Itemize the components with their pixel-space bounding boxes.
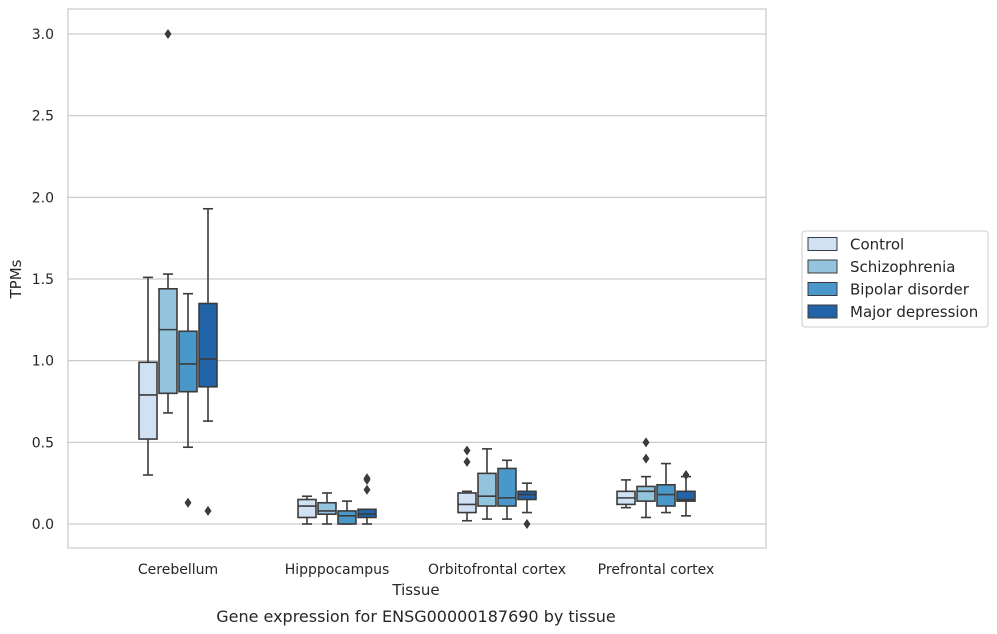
y-gridlines <box>68 33 766 525</box>
x-tick-label: Prefrontal cortex <box>598 562 715 578</box>
box-1-3 <box>357 473 377 525</box>
y-tick-labels: 0.0 0.5 1.0 1.5 2.0 2.5 3.0 <box>32 27 54 533</box>
legend-swatch <box>807 237 838 251</box>
legend-swatch <box>807 282 838 296</box>
box-3-2 <box>656 462 676 514</box>
legend-frame <box>801 230 989 328</box>
outlier-point <box>642 453 650 464</box>
outlier-point <box>642 437 650 448</box>
y-axis-title: TPMs <box>7 259 25 299</box>
outlier-point <box>363 484 371 495</box>
y-tick-label: 1.0 <box>32 354 54 370</box>
legend-label: Schizophrenia <box>850 258 955 276</box>
box-body <box>198 302 218 388</box>
box-body <box>517 490 537 501</box>
box-2-0 <box>457 445 477 522</box>
box-3-1 <box>636 437 656 519</box>
box-3-3 <box>676 470 696 517</box>
outlier-point <box>204 505 212 516</box>
box-body <box>158 287 178 395</box>
outlier-point <box>363 473 371 484</box>
box-body <box>297 498 317 519</box>
x-tick-labels: Cerebellum Hipppocampus Orbitofrontal cort… <box>138 562 714 578</box>
outlier-point <box>463 456 471 467</box>
chart-caption: Gene expression for ENSG00000187690 by t… <box>216 607 616 626</box>
box-body <box>676 490 696 502</box>
legend-swatch <box>807 259 838 274</box>
box-body <box>357 508 377 519</box>
legend-label: Bipolar disorder <box>850 281 970 299</box>
box-1-1 <box>317 492 337 525</box>
box-0-1 <box>158 29 178 414</box>
box-0-3 <box>198 207 218 516</box>
box-body <box>337 510 357 525</box>
outlier-point <box>682 470 690 480</box>
box-1-0 <box>297 495 317 525</box>
y-tick-label: 0.0 <box>32 517 54 533</box>
legend: Control Schizophrenia Bipolar disorder Majo… <box>801 230 989 328</box>
outlier-point <box>523 519 531 529</box>
x-axis-title: Tissue <box>391 581 439 599</box>
box-body <box>497 467 517 507</box>
box-body <box>636 485 656 502</box>
box-body <box>178 330 198 393</box>
y-tick-label: 1.5 <box>32 272 54 288</box>
outlier-point <box>164 29 172 39</box>
y-tick-label: 3.0 <box>32 27 54 43</box>
box-body <box>656 483 676 507</box>
box-2-3 <box>517 482 537 529</box>
y-tick-label: 2.5 <box>32 109 54 125</box>
outlier-point <box>463 445 471 456</box>
box-0-2 <box>178 292 198 508</box>
outlier-point <box>184 497 192 508</box>
y-tick-label: 2.0 <box>32 190 54 206</box>
box-3-0 <box>616 479 636 509</box>
box-body <box>477 472 497 507</box>
y-tick-label: 0.5 <box>32 435 54 451</box>
legend-label: Control <box>850 236 904 254</box>
legend-swatch <box>807 304 838 319</box>
box-2-1 <box>477 448 497 520</box>
x-tick-label: Orbitofrontal cortex <box>428 562 566 578</box>
box-2-2 <box>497 459 517 520</box>
box-body <box>138 361 158 440</box>
plot-frame <box>67 8 767 549</box>
x-tick-label: Cerebellum <box>138 562 218 578</box>
box-0-0 <box>138 276 158 476</box>
box-body <box>457 492 477 514</box>
legend-label: Major depression <box>850 303 978 321</box>
box-body <box>317 501 337 515</box>
box-groups <box>138 29 696 529</box>
box-1-2 <box>337 500 357 525</box>
x-tick-label: Hipppocampus <box>285 562 390 578</box>
